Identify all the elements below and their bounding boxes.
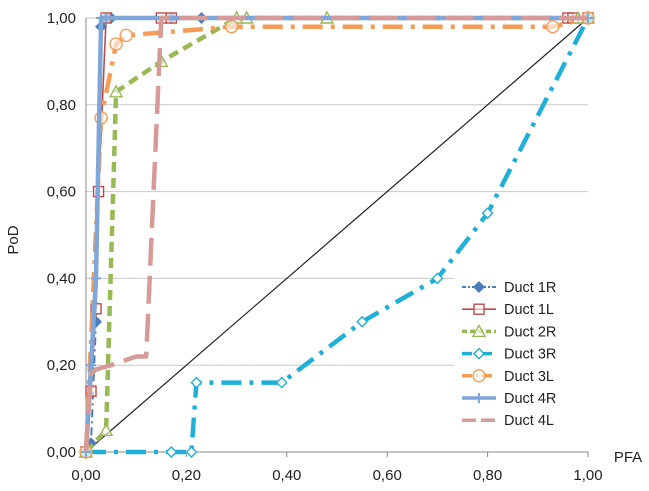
y-tick-label: 0,40: [47, 270, 76, 287]
data-point: [431, 272, 444, 285]
legend-item: Duct 1L: [462, 302, 554, 318]
legend-label: Duct 2R: [504, 324, 556, 340]
data-point: [119, 28, 133, 43]
x-tick-label: 0,00: [71, 467, 100, 484]
y-tick-label: 0,00: [47, 444, 76, 461]
legend-marker: [473, 281, 485, 293]
legend-marker: [474, 393, 484, 403]
legend-label: Duct 4L: [504, 413, 554, 429]
data-point: [224, 19, 239, 34]
y-tick-label: 0,20: [47, 357, 76, 374]
data-point: [190, 376, 203, 389]
legend-label: Duct 4R: [504, 391, 556, 407]
data-point: [98, 422, 114, 436]
data-point: [109, 37, 123, 51]
x-tick-label: 0,40: [272, 467, 301, 484]
legend-label: Duct 1L: [504, 302, 554, 318]
y-tick-label: 0,60: [47, 184, 76, 201]
y-tick-label: 0,80: [47, 97, 76, 114]
legend-marker: [473, 347, 485, 360]
tick-labels: 0,00 0,20 0,40 0,60 0,80 1,00 0,00 0,20 0,40 0,60…: [47, 10, 603, 484]
data-point: [91, 273, 102, 284]
legend-item: Duct 2R: [462, 323, 556, 340]
legend-label: Duct 1R: [504, 280, 556, 296]
data-point: [86, 360, 97, 371]
series-layer: [78, 10, 596, 459]
data-point: [356, 315, 369, 328]
y-tick-label: 1,00: [47, 10, 76, 27]
data-point: [101, 13, 112, 23]
data-point: [546, 19, 560, 34]
x-tick-label: 1,00: [573, 467, 602, 484]
y-axis-title: PoD: [5, 225, 22, 254]
x-tick-label: 0,20: [172, 467, 201, 484]
reference-diagonal: [85, 17, 589, 453]
legend-item: Duct 4R: [462, 391, 556, 407]
data-point: [165, 446, 178, 458]
series-duct-4l: [83, 15, 588, 453]
legend-label: Duct 3L: [504, 369, 554, 385]
legend-marker: [472, 369, 486, 383]
reference-line: [85, 17, 589, 453]
data-point: [185, 446, 198, 458]
legend: Duct 1R Duct 1L Duct 2R Duct 3R Duct 3L Duct …: [454, 273, 589, 437]
legend-item: Duct 3R: [462, 347, 556, 363]
legend-marker: [471, 323, 487, 338]
data-point: [481, 207, 494, 220]
series-line: [86, 16, 591, 455]
legend-marker: [473, 303, 485, 315]
x-tick-label: 0,80: [473, 467, 502, 484]
x-axis-title: PFA: [614, 449, 642, 466]
data-point: [108, 84, 124, 98]
x-tick-label: 0,60: [373, 467, 402, 484]
data-point: [275, 376, 288, 389]
legend-label: Duct 3R: [504, 347, 556, 363]
series-line: [83, 15, 588, 453]
legend-item: Duct 1R: [462, 280, 556, 296]
legend-item: Duct 3L: [462, 369, 554, 385]
legend-item: Duct 4L: [462, 413, 554, 429]
